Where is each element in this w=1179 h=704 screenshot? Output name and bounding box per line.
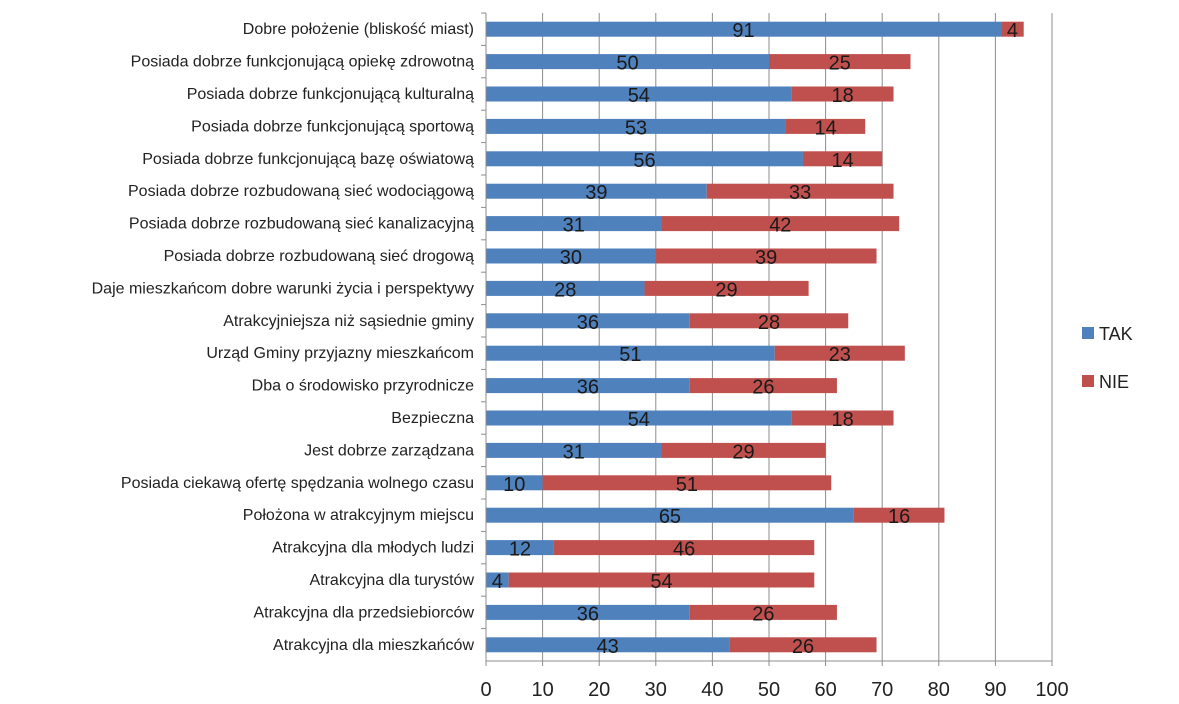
- category-label: Atrakcyjna dla turystów: [309, 572, 474, 589]
- x-tick-label: 90: [984, 679, 1006, 701]
- data-label-tak: 36: [577, 603, 599, 625]
- category-label: Posiada dobrze rozbudowaną sieć kanaliza…: [129, 216, 474, 233]
- data-label-tak: 36: [577, 312, 599, 334]
- data-label-tak: 54: [628, 409, 650, 431]
- grid-lines: [543, 13, 1052, 661]
- data-label-tak: 31: [563, 215, 585, 237]
- legend-label-tak: TAK: [1099, 324, 1133, 344]
- legend-label-nie: NIE: [1099, 372, 1129, 392]
- data-label-tak: 56: [633, 150, 655, 172]
- category-label: Dba o środowisko przyrodnicze: [252, 378, 474, 395]
- x-tick-label: 40: [701, 679, 723, 701]
- data-label-nie: 23: [829, 344, 851, 366]
- category-label: Posiada dobrze rozbudowaną sieć wodociąg…: [128, 183, 474, 200]
- data-label-tak: 28: [554, 279, 576, 301]
- category-label: Daje mieszkańcom dobre warunki życia i p…: [92, 280, 474, 297]
- category-label: Posiada dobrze funkcjonującą sportową: [191, 118, 474, 135]
- data-label-tak: 91: [732, 20, 754, 42]
- category-label: Atrakcyjniejsza niż sąsiednie gminy: [223, 313, 474, 330]
- category-label: Posiada dobrze funkcjonującą bazę oświat…: [142, 151, 474, 168]
- category-label: Bezpieczna: [391, 410, 474, 427]
- data-label-tak: 10: [503, 474, 525, 496]
- data-label-tak: 12: [509, 539, 531, 561]
- data-label-nie: 18: [831, 409, 853, 431]
- data-label-nie: 25: [829, 53, 851, 75]
- x-tick-label: 60: [814, 679, 836, 701]
- x-tick-label: 20: [588, 679, 610, 701]
- data-label-nie: 46: [673, 539, 695, 561]
- data-label-tak: 43: [597, 636, 619, 658]
- data-label-nie: 33: [789, 182, 811, 204]
- category-label: Posiada dobrze funkcjonującą opiekę zdro…: [131, 54, 474, 71]
- data-label-tak: 53: [625, 117, 647, 139]
- legend-swatch-tak: [1082, 327, 1094, 339]
- data-label-nie: 26: [752, 377, 774, 399]
- category-label: Atrakcyjna dla mieszkańców: [273, 637, 474, 654]
- legend: TAK NIE: [1082, 324, 1133, 392]
- data-label-tak: 39: [585, 182, 607, 204]
- data-label-nie: 26: [752, 603, 774, 625]
- data-label-nie: 4: [1007, 20, 1018, 42]
- data-label-tak: 4: [492, 571, 503, 593]
- data-label-nie: 28: [758, 312, 780, 334]
- category-label: Atrakcyjna dla przedsiebiorców: [253, 604, 474, 621]
- data-label-tak: 30: [560, 247, 582, 269]
- x-tick-label: 100: [1035, 679, 1068, 701]
- data-label-nie: 16: [888, 506, 910, 528]
- category-label: Posiada dobrze funkcjonującą kulturalną: [187, 86, 474, 103]
- category-label: Urząd Gminy przyjazny mieszkańcom: [206, 345, 474, 362]
- x-tick-label: 10: [531, 679, 553, 701]
- category-label: Posiada ciekawą ofertę spędzania wolnego…: [121, 475, 474, 492]
- x-tick-label: 50: [758, 679, 780, 701]
- bars: [486, 22, 1024, 653]
- data-label-tak: 31: [563, 441, 585, 463]
- category-label: Jest dobrze zarządzana: [304, 442, 474, 459]
- data-label-nie: 14: [831, 150, 853, 172]
- data-label-nie: 18: [831, 85, 853, 107]
- data-label-nie: 39: [755, 247, 777, 269]
- data-label-tak: 65: [659, 506, 681, 528]
- data-label-nie: 42: [769, 215, 791, 237]
- category-label: Atrakcyjna dla młodych ludzi: [272, 540, 474, 557]
- x-tick-label: 80: [928, 679, 950, 701]
- data-label-tak: 50: [616, 53, 638, 75]
- data-label-nie: 29: [732, 441, 754, 463]
- x-tick-label: 30: [645, 679, 667, 701]
- category-label: Dobre położenie (bliskość miast): [243, 21, 474, 38]
- category-label: Posiada dobrze rozbudowaną sieć drogową: [164, 248, 475, 265]
- data-label-nie: 51: [676, 474, 698, 496]
- x-tick-label: 0: [480, 679, 491, 701]
- data-label-nie: 14: [814, 117, 836, 139]
- x-tick-label: 70: [871, 679, 893, 701]
- legend-swatch-nie: [1082, 375, 1094, 387]
- data-label-tak: 36: [577, 377, 599, 399]
- category-label: Położona w atrakcyjnym miejscu: [243, 507, 474, 524]
- data-label-nie: 54: [650, 571, 672, 593]
- data-label-nie: 29: [715, 279, 737, 301]
- data-label-tak: 51: [619, 344, 641, 366]
- data-label-tak: 54: [628, 85, 650, 107]
- data-label-nie: 26: [792, 636, 814, 658]
